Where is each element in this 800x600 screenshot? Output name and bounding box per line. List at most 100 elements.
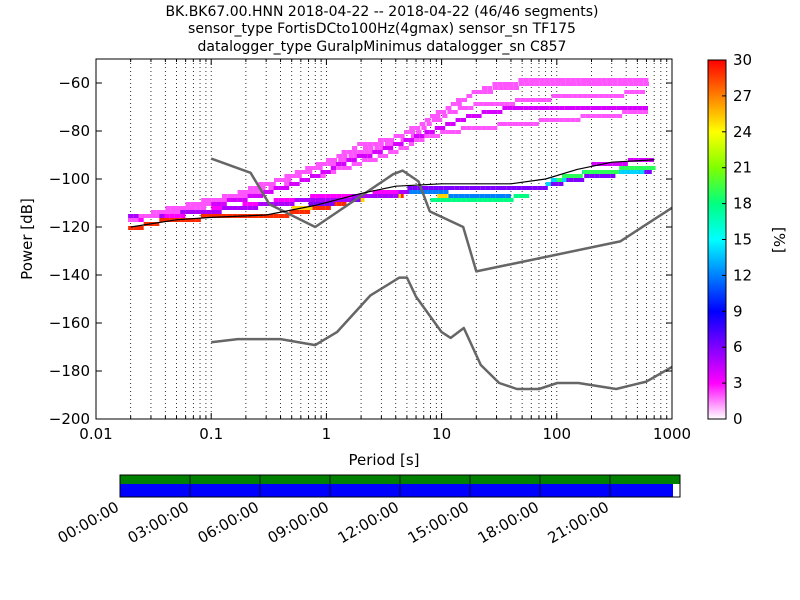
density-cell	[638, 82, 644, 86]
density-cell	[412, 190, 418, 194]
density-cell	[639, 170, 645, 174]
density-cell	[606, 114, 612, 118]
density-cell	[632, 106, 638, 110]
density-cell	[523, 122, 529, 126]
density-cell	[315, 194, 321, 198]
density-cell	[633, 158, 639, 162]
density-cell	[497, 110, 503, 114]
density-cell	[294, 198, 300, 202]
density-cell	[587, 94, 593, 98]
density-cell	[580, 78, 586, 82]
density-cell	[505, 194, 511, 198]
density-cell	[351, 194, 357, 198]
density-cell	[317, 166, 323, 170]
density-cell	[185, 218, 191, 222]
plot-background	[96, 59, 672, 419]
density-cell	[559, 118, 565, 122]
density-cell	[315, 162, 321, 166]
density-cell	[511, 186, 517, 190]
density-cell	[159, 218, 165, 222]
density-cell	[143, 214, 149, 218]
density-cell	[452, 110, 458, 114]
y-tick-label: −60	[58, 74, 90, 92]
density-cell	[580, 106, 586, 110]
density-cell	[472, 198, 478, 202]
density-cell	[560, 82, 566, 86]
density-cell	[315, 206, 321, 210]
density-cell	[504, 102, 510, 106]
density-cell	[268, 214, 274, 218]
density-cell	[554, 78, 560, 82]
density-cell	[463, 106, 469, 110]
density-cell	[362, 142, 368, 146]
density-cell	[627, 110, 633, 114]
density-cell	[521, 186, 527, 190]
density-cell	[382, 146, 388, 150]
density-cell	[502, 82, 508, 86]
density-cell	[460, 118, 466, 122]
density-cell	[216, 206, 222, 210]
colorbar-tick-label: 15	[733, 231, 752, 249]
density-cell	[530, 98, 536, 102]
density-cell	[533, 106, 539, 110]
density-cell	[611, 114, 617, 118]
density-cell	[273, 202, 279, 206]
density-cell	[607, 162, 613, 166]
density-cell	[640, 166, 646, 170]
density-cell	[471, 126, 477, 130]
density-cell	[637, 106, 643, 110]
density-cell	[352, 146, 358, 150]
density-cell	[325, 170, 331, 174]
density-cell	[481, 110, 487, 114]
density-cell	[586, 82, 592, 86]
density-cell	[618, 170, 624, 174]
density-cell	[355, 198, 361, 202]
density-cell	[326, 158, 332, 162]
density-cell	[476, 114, 482, 118]
density-cell	[639, 90, 645, 94]
density-cell	[490, 194, 496, 198]
y-axis-label: Power [dB]	[18, 198, 36, 280]
density-cell	[424, 118, 430, 122]
density-cell	[424, 130, 430, 134]
density-cell	[320, 194, 326, 198]
y-tick-label: −200	[49, 410, 90, 428]
colorbar-tick-label: 30	[733, 51, 752, 69]
density-cell	[367, 194, 373, 198]
density-cell	[138, 214, 144, 218]
density-cell	[388, 150, 394, 154]
density-cell	[627, 78, 633, 82]
density-cell	[247, 206, 253, 210]
y-tick-label: −180	[49, 362, 90, 380]
density-cell	[637, 110, 643, 114]
density-cell	[180, 214, 186, 218]
density-cell	[252, 206, 259, 210]
density-cell	[642, 106, 648, 110]
density-cell	[571, 82, 577, 86]
density-cell	[607, 82, 613, 86]
density-cell	[513, 82, 519, 86]
density-cell	[466, 94, 472, 98]
density-cell	[580, 114, 586, 118]
density-cell	[593, 94, 599, 98]
density-cell	[469, 194, 475, 198]
density-cell	[486, 126, 493, 130]
density-cell	[181, 206, 187, 210]
density-cell	[227, 194, 233, 198]
density-cell	[450, 130, 456, 134]
density-cell	[435, 114, 441, 118]
density-cell	[435, 198, 441, 202]
density-cell	[482, 198, 488, 202]
density-cell	[617, 82, 623, 86]
density-cell	[362, 154, 368, 158]
density-cell	[556, 94, 562, 98]
density-cell	[164, 214, 170, 218]
density-cell	[419, 134, 425, 138]
density-cell	[440, 198, 446, 202]
density-cell	[596, 78, 602, 82]
colorbar-tick-label: 3	[733, 374, 743, 392]
density-cell	[263, 202, 269, 206]
density-cell	[430, 198, 436, 202]
density-cell	[554, 106, 560, 110]
density-cell	[289, 174, 295, 178]
